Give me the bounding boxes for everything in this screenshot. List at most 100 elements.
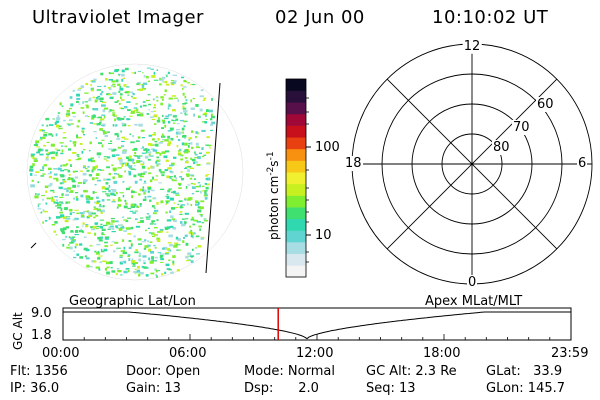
color-bar-segment	[286, 90, 306, 103]
uv-speckle	[53, 201, 56, 204]
uv-speckle	[162, 98, 164, 101]
uv-speckle	[83, 165, 86, 169]
uv-speckle	[123, 84, 127, 87]
uv-speckle	[165, 263, 170, 267]
uv-speckle	[195, 185, 200, 188]
terminator-line	[205, 82, 221, 274]
uv-speckle	[140, 129, 145, 132]
uv-speckle	[73, 250, 76, 252]
uv-speckle	[177, 152, 182, 155]
uv-speckle	[158, 117, 160, 120]
uv-speckle	[76, 97, 81, 100]
uv-speckle	[163, 155, 168, 159]
uv-speckle	[111, 201, 116, 203]
uv-speckle	[103, 248, 108, 252]
uv-speckle	[133, 147, 138, 151]
uv-speckle	[85, 224, 89, 228]
uv-speckle	[109, 109, 112, 112]
uv-speckle	[161, 151, 166, 154]
uv-speckle	[103, 178, 107, 181]
uv-speckle	[64, 145, 68, 148]
uv-speckle	[69, 208, 73, 212]
uv-speckle	[96, 243, 101, 246]
uv-speckle	[82, 101, 84, 104]
color-bar-segment	[286, 148, 306, 161]
uv-speckle	[150, 272, 155, 275]
uv-speckle	[151, 165, 155, 169]
uv-speckle	[134, 191, 137, 193]
uv-speckle	[181, 223, 186, 227]
uv-speckle	[122, 151, 127, 154]
uv-speckle	[102, 191, 107, 193]
uv-speckle	[164, 150, 170, 153]
uv-speckle	[126, 187, 130, 191]
uv-speckle	[47, 172, 52, 175]
uv-speckle	[105, 78, 108, 81]
uv-speckle	[176, 249, 182, 251]
uv-speckle	[168, 103, 170, 105]
uv-speckle	[183, 151, 185, 153]
uv-speckle	[117, 100, 119, 102]
uv-speckle	[144, 180, 146, 183]
uv-speckle	[203, 218, 207, 220]
color-bar-segment	[286, 183, 306, 196]
uv-speckle	[178, 200, 183, 203]
uv-speckle	[201, 155, 205, 158]
uv-speckle	[69, 96, 73, 99]
uv-speckle	[122, 181, 125, 183]
uv-speckle	[179, 176, 183, 178]
uv-speckle	[108, 189, 111, 193]
uv-speckle	[124, 162, 129, 166]
uv-speckle	[132, 97, 137, 99]
uv-speckle	[83, 179, 88, 183]
uv-speckle	[184, 114, 187, 116]
uv-speckle	[69, 246, 73, 250]
uv-speckle	[62, 174, 66, 178]
uv-speckle	[195, 146, 200, 148]
uv-speckle	[188, 197, 193, 200]
color-bar-frame	[285, 78, 307, 278]
uv-speckle	[103, 224, 108, 227]
uv-speckle	[106, 266, 110, 269]
uv-speckle	[154, 268, 157, 272]
uv-speckle	[188, 231, 192, 235]
uv-speckle	[158, 142, 163, 144]
uv-speckle	[155, 143, 159, 147]
uv-speckle	[130, 112, 133, 114]
uv-speckle	[162, 121, 166, 124]
uv-speckle	[88, 215, 93, 217]
uv-speckle	[188, 137, 192, 140]
uv-speckle	[176, 249, 179, 251]
uv-speckle	[140, 148, 145, 150]
uv-speckle	[131, 261, 136, 265]
uv-speckle	[90, 160, 96, 163]
uv-speckle	[142, 161, 145, 165]
uv-speckle	[131, 258, 134, 261]
uv-speckle	[82, 173, 87, 176]
uv-speckle	[149, 199, 152, 202]
uv-speckle	[120, 130, 122, 133]
uv-speckle	[74, 217, 79, 220]
uv-speckle	[99, 261, 102, 264]
uv-speckle	[56, 216, 61, 219]
uv-speckle	[190, 235, 193, 238]
uv-speckle	[150, 232, 155, 235]
uv-speckle	[99, 93, 103, 96]
uv-speckle	[114, 133, 119, 136]
uv-speckle	[75, 243, 79, 246]
uv-speckle	[82, 111, 85, 114]
uv-speckle	[184, 160, 189, 164]
uv-speckle	[150, 111, 154, 113]
uv-speckle	[109, 87, 112, 91]
uv-speckle	[154, 209, 159, 212]
uv-speckle	[139, 105, 143, 108]
uv-speckle	[82, 181, 86, 185]
uv-speckle	[147, 80, 150, 83]
uv-speckle	[100, 223, 103, 226]
uv-speckle	[121, 164, 124, 168]
uv-speckle	[184, 136, 187, 139]
color-bar-segment	[286, 102, 306, 115]
uv-speckle	[186, 202, 189, 206]
uv-speckle	[92, 225, 97, 229]
uv-speckle	[89, 141, 92, 145]
